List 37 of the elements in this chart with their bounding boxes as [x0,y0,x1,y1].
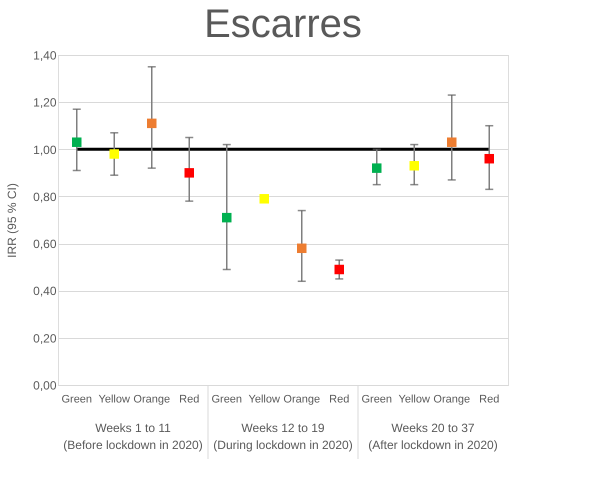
x-tick-label: Orange [133,394,170,406]
x-tick-label: Red [179,394,200,406]
point [447,137,456,147]
y-tick-label: 0,00 [33,378,57,392]
text: Weeks 1 to 11 (Before lockdown in 2020) [63,421,203,452]
x-tick-label: Green [61,394,92,406]
text: Weeks 12 to 19 (During lockdown in 2020) [213,421,353,452]
point [72,137,82,147]
chart-title: Escarres [204,2,362,46]
x-tick-label: Red [329,394,350,406]
x-tick-label: Red [479,394,500,406]
x-tick-label: Green [361,394,392,406]
x-tick-label: Green [211,394,242,406]
x-tick-label: Yellow [248,394,280,406]
point [484,154,494,164]
point [147,118,156,128]
point [410,161,419,171]
point [260,194,269,204]
text: Weeks 20 to 37 (After lockdown in 2020) [368,421,498,452]
y-axis-title: IRR (95 % CI) [5,183,20,258]
y-tick-label: 1,00 [33,142,57,157]
y-tick-label: 1,40 [33,48,57,62]
point [297,244,306,254]
y-tick-label: 0,20 [33,331,57,346]
x-tick-label: Yellow [98,394,130,406]
x-tick-label: Orange [433,394,470,406]
y-tick-label: 1,20 [33,96,57,110]
y-tick-label: 0,40 [33,284,57,298]
point [184,168,194,178]
point [372,163,382,173]
x-tick-label: Yellow [398,394,430,406]
point [222,212,232,222]
x-tick-label: Orange [283,394,320,406]
y-tick-label: 0,60 [33,237,57,252]
point [334,264,344,274]
point [110,149,119,159]
y-tick-label: 0,80 [33,190,57,204]
